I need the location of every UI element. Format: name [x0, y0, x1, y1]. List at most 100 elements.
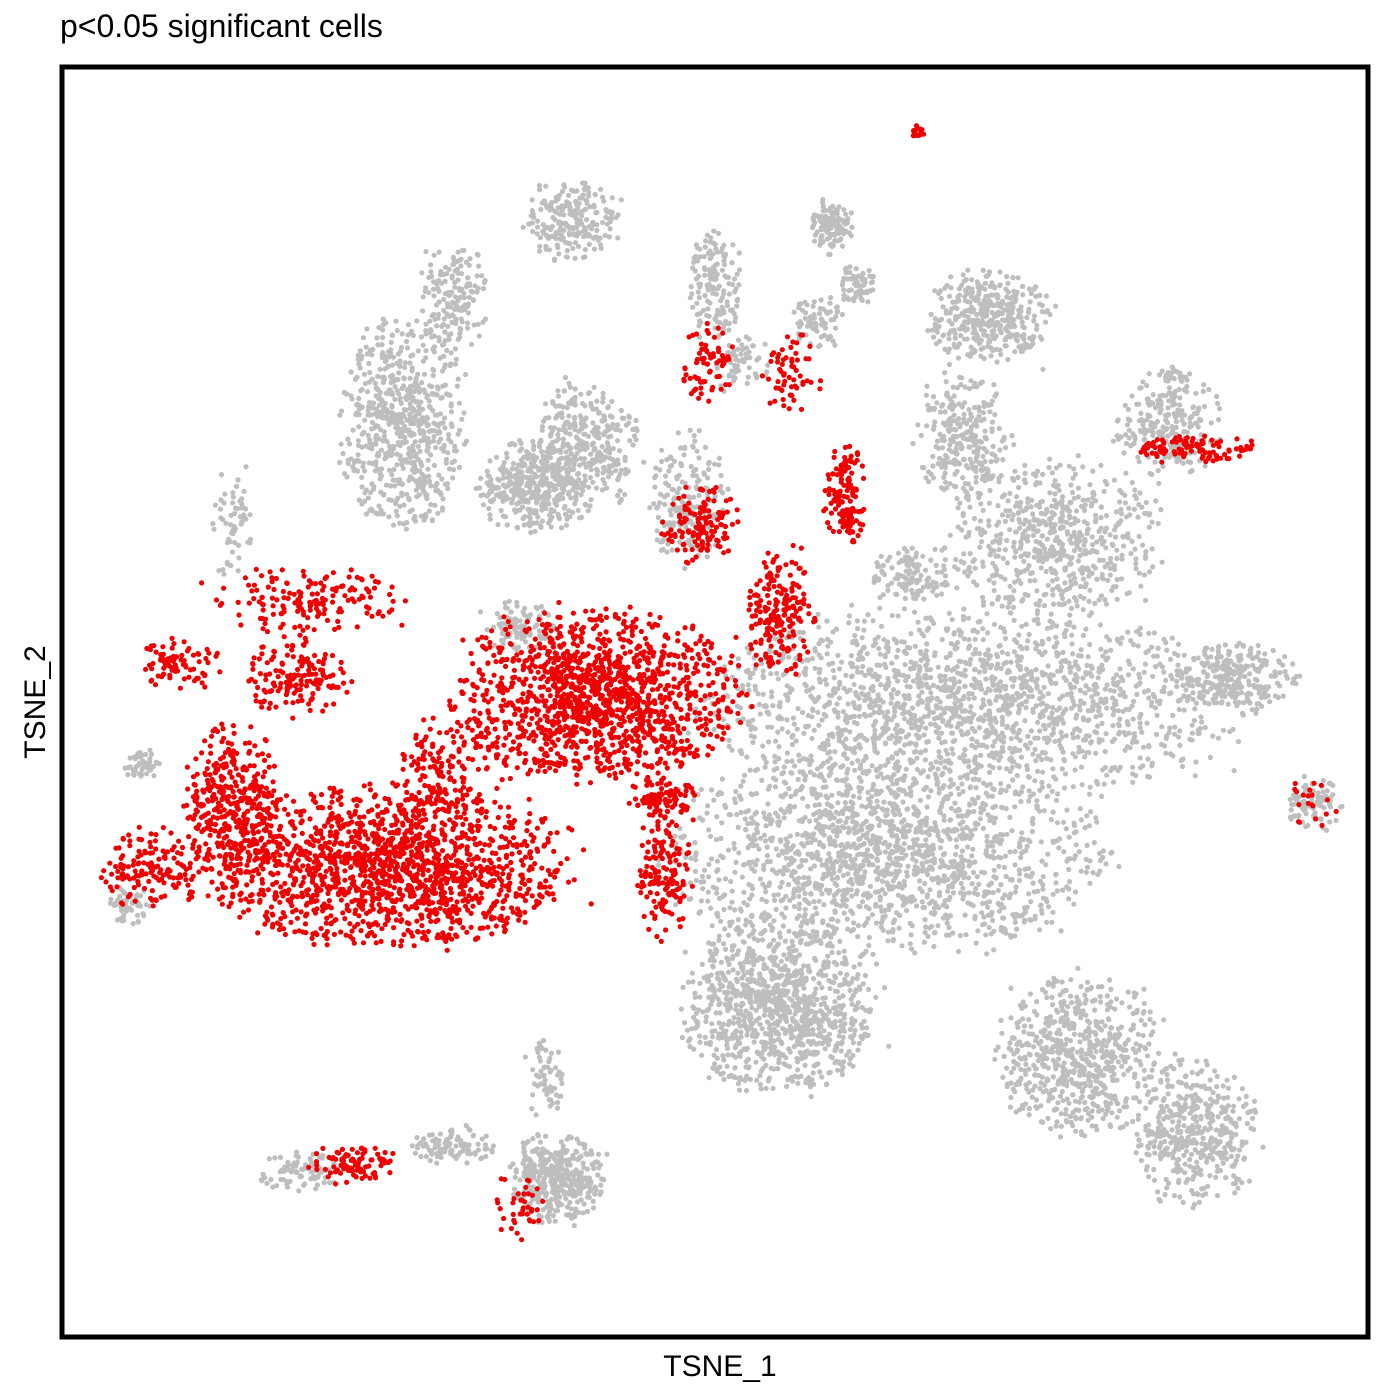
- cell-point: [950, 930, 956, 936]
- cell-point: [804, 657, 810, 663]
- cell-point: [842, 717, 849, 723]
- cell-point: [1136, 1137, 1142, 1143]
- cell-point: [792, 763, 798, 769]
- cell-point: [962, 667, 968, 673]
- cell-point: [1159, 1069, 1165, 1075]
- cell-point: [821, 1028, 827, 1034]
- cell-point: [972, 859, 978, 865]
- cell-point: [881, 873, 888, 879]
- cell-point: [744, 1024, 751, 1030]
- cell-point: [972, 685, 978, 691]
- cell-point: [720, 854, 726, 861]
- cell-point: [782, 938, 789, 944]
- cell-point: [740, 1001, 746, 1007]
- cell-point: [741, 988, 747, 994]
- cell-point: [709, 982, 715, 989]
- cell-point: [842, 778, 848, 784]
- cell-point: [811, 1014, 817, 1021]
- cell-point: [1248, 1108, 1254, 1114]
- cell-point: [849, 1016, 855, 1022]
- cell-point: [1110, 680, 1116, 686]
- cell-point: [743, 1008, 749, 1014]
- cell-point: [938, 678, 944, 684]
- cell-point: [1088, 663, 1094, 669]
- cell-point: [959, 848, 966, 854]
- cell-point: [706, 1075, 712, 1081]
- cell-point: [749, 820, 755, 826]
- cell-point: [938, 857, 944, 863]
- cell-point: [1138, 1158, 1144, 1164]
- cell-point: [772, 869, 778, 875]
- cell-point: [946, 924, 952, 931]
- cell-point: [700, 886, 706, 892]
- cell-point: [1104, 1001, 1111, 1008]
- cell-point: [816, 694, 822, 700]
- cell-point: [995, 837, 1001, 843]
- cell-point: [864, 1025, 870, 1031]
- cell-point: [1117, 729, 1123, 735]
- cell-point: [890, 878, 896, 884]
- cell-point: [719, 820, 725, 826]
- cell-point: [983, 676, 989, 682]
- cell-point: [827, 856, 833, 862]
- cell-point: [1119, 1000, 1125, 1006]
- cell-point: [971, 808, 977, 815]
- cell-point: [759, 1026, 765, 1032]
- cell-point: [728, 878, 734, 885]
- cell-point: [697, 994, 703, 1000]
- cell-point: [950, 890, 957, 896]
- cell-point: [1058, 729, 1064, 736]
- cell-point: [1029, 828, 1035, 835]
- cell-point: [979, 869, 985, 875]
- cell-point: [777, 930, 783, 936]
- cell-point: [1108, 850, 1114, 856]
- cell-point: [1208, 1154, 1214, 1160]
- cell-point: [711, 1052, 717, 1058]
- cell-point: [768, 1065, 774, 1071]
- cell-point: [862, 869, 868, 875]
- cell-point: [1137, 720, 1143, 726]
- cell-point: [1055, 1100, 1061, 1106]
- cell-point: [848, 653, 855, 659]
- cell-point: [1095, 781, 1101, 787]
- cell-point: [796, 906, 802, 912]
- cell-point: [1193, 1119, 1200, 1125]
- cell-point: [1130, 1118, 1136, 1125]
- cell-point: [693, 1025, 699, 1031]
- cell-point: [839, 960, 846, 966]
- cell-point: [893, 833, 900, 839]
- cell-point: [947, 784, 953, 790]
- cell-point: [757, 1073, 763, 1079]
- cell-point: [929, 898, 935, 904]
- cell-point: [749, 913, 755, 920]
- cell-point: [966, 858, 972, 865]
- cell-point: [1085, 1018, 1091, 1024]
- cell-point: [845, 841, 851, 847]
- cell-point: [1194, 1159, 1200, 1165]
- cell-point: [805, 1031, 811, 1037]
- cell-point: [1078, 653, 1084, 659]
- cell-point: [1030, 880, 1036, 886]
- cell-point: [839, 1071, 846, 1078]
- cell-point: [759, 976, 765, 982]
- cell-point: [1086, 1074, 1092, 1080]
- cell-point: [865, 691, 872, 697]
- cell-point: [1213, 1127, 1219, 1133]
- cell-point: [856, 732, 863, 739]
- cell-point: [844, 972, 850, 978]
- cell-point: [754, 957, 760, 963]
- cell-point: [1091, 840, 1097, 846]
- cell-point: [816, 670, 822, 676]
- cell-point: [876, 696, 882, 702]
- cell-point: [1190, 1205, 1196, 1211]
- cell-point: [1170, 1119, 1176, 1125]
- cell-point: [1074, 679, 1080, 685]
- cell-point: [1177, 742, 1183, 749]
- cell-point: [761, 862, 767, 869]
- cell-point: [990, 917, 996, 924]
- cell-point: [769, 989, 776, 995]
- cell-point: [1039, 1061, 1046, 1067]
- cell-point: [790, 1034, 797, 1040]
- cell-point: [1026, 891, 1032, 897]
- cell-point: [833, 626, 840, 632]
